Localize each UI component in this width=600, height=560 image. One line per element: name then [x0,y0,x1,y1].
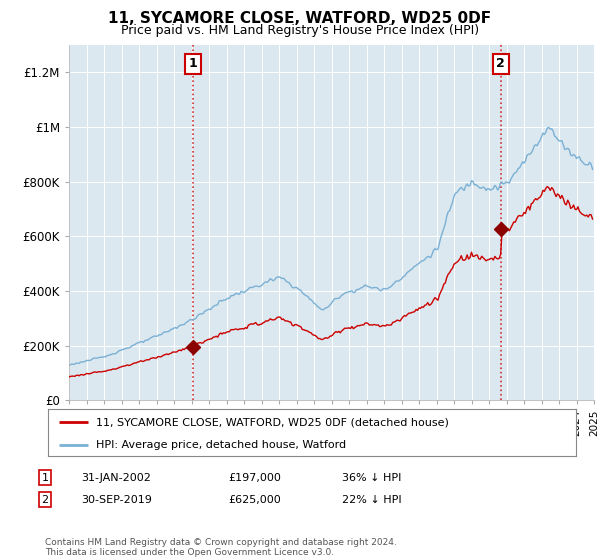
Text: 11, SYCAMORE CLOSE, WATFORD, WD25 0DF (detached house): 11, SYCAMORE CLOSE, WATFORD, WD25 0DF (d… [95,417,448,427]
Text: Price paid vs. HM Land Registry's House Price Index (HPI): Price paid vs. HM Land Registry's House … [121,24,479,37]
Text: 31-JAN-2002: 31-JAN-2002 [81,473,151,483]
Text: 36% ↓ HPI: 36% ↓ HPI [342,473,401,483]
Text: HPI: Average price, detached house, Watford: HPI: Average price, detached house, Watf… [95,440,346,450]
Text: £197,000: £197,000 [228,473,281,483]
Text: 2: 2 [496,58,505,71]
Text: 11, SYCAMORE CLOSE, WATFORD, WD25 0DF: 11, SYCAMORE CLOSE, WATFORD, WD25 0DF [109,11,491,26]
Text: Contains HM Land Registry data © Crown copyright and database right 2024.
This d: Contains HM Land Registry data © Crown c… [45,538,397,557]
Text: 1: 1 [41,473,49,483]
Text: 1: 1 [188,58,197,71]
Text: 2: 2 [41,494,49,505]
Text: 22% ↓ HPI: 22% ↓ HPI [342,494,401,505]
Text: £625,000: £625,000 [228,494,281,505]
Text: 30-SEP-2019: 30-SEP-2019 [81,494,152,505]
